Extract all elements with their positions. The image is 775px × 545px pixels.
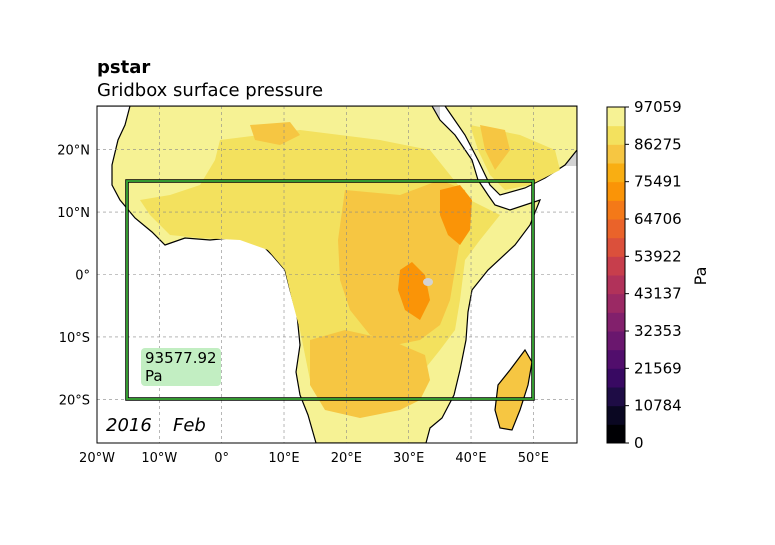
colorbar-ticks: 0 10784 21569 32353 43137 53922 64706 75491 8627… xyxy=(625,98,682,452)
colorbar-segment xyxy=(607,200,625,220)
colorbar-tick-label: 43137 xyxy=(634,285,682,303)
colorbar-segment xyxy=(607,293,625,313)
map-layer xyxy=(97,106,577,443)
colorbar-tick-label: 10784 xyxy=(634,397,682,415)
colorbar-frame xyxy=(606,106,626,444)
colorbar-segment xyxy=(607,163,625,183)
plot-frame xyxy=(96,105,578,444)
map-title: pstar xyxy=(97,57,151,78)
colorbar-segment xyxy=(607,349,625,369)
longitude-labels: 20°W 10°W 0° 10°E 20°E 30°E 40°E 50°E xyxy=(79,451,549,466)
colorbar-tick-label: 32353 xyxy=(634,322,682,340)
latitude-label: 10°N xyxy=(57,206,90,221)
colorbar-segment xyxy=(607,405,625,425)
pressure-zone-lakes xyxy=(398,262,430,320)
pressure-zone-arabia-high xyxy=(480,125,510,170)
longitude-label: 0° xyxy=(214,451,229,466)
colorbar-segment xyxy=(607,181,625,201)
colorbar-tick-label: 21569 xyxy=(634,359,682,377)
latitude-label: 20°N xyxy=(57,144,90,159)
latitude-label: 10°S xyxy=(59,331,90,346)
colorbar-tick-label: 64706 xyxy=(634,210,682,228)
colorbar-segment xyxy=(607,368,625,388)
region-box xyxy=(126,180,534,400)
colorbar-tick-label: 86275 xyxy=(634,135,682,153)
date-year: 2016 xyxy=(106,415,152,436)
colorbar-segment xyxy=(607,275,625,295)
colorbar-segment xyxy=(607,219,625,239)
latitude-label: 0° xyxy=(75,269,90,284)
colorbar-segment xyxy=(607,424,625,444)
colorbar-tick-label: 97059 xyxy=(634,98,682,116)
colorbar-segment xyxy=(607,144,625,164)
latitude-labels: 20°N 10°N 0° 10°S 20°S xyxy=(57,144,90,409)
colorbar-segment xyxy=(607,125,625,145)
latitude-label: 20°S xyxy=(59,393,90,408)
readout-value: 93577.92 xyxy=(145,349,217,367)
pressure-zone-south xyxy=(310,330,430,418)
longitude-label: 10°E xyxy=(268,451,299,466)
colorbar-tick-label: 75491 xyxy=(634,173,682,191)
longitude-label: 40°E xyxy=(455,451,486,466)
colorbar-segment xyxy=(607,107,625,127)
colorbar-segment xyxy=(607,256,625,276)
longitude-label: 20°W xyxy=(79,451,115,466)
colorbar-segment xyxy=(607,387,625,407)
colorbar-unit: Pa xyxy=(691,267,710,286)
colorbar-segment xyxy=(607,331,625,351)
readout-unit: Pa xyxy=(145,367,163,385)
pressure-zone-east xyxy=(338,180,470,345)
colorbar-tick-label: 53922 xyxy=(634,247,682,265)
longitude-label: 30°E xyxy=(393,451,424,466)
readout-box xyxy=(141,348,221,386)
longitude-label: 10°W xyxy=(141,451,177,466)
pressure-zone-highlands xyxy=(440,185,472,245)
madagascar-land xyxy=(494,348,533,431)
pressure-zone-sahara xyxy=(250,122,300,145)
colorbar-segment xyxy=(607,312,625,332)
colorbar-segment xyxy=(607,237,625,257)
date-month: Feb xyxy=(173,415,206,436)
colorbar-tick-label: 0 xyxy=(634,434,644,452)
lake-victoria xyxy=(423,278,433,286)
longitude-label: 20°E xyxy=(331,451,362,466)
map-subtitle: Gridbox surface pressure xyxy=(97,80,324,101)
colorbar xyxy=(606,106,626,444)
longitude-label: 50°E xyxy=(518,451,549,466)
